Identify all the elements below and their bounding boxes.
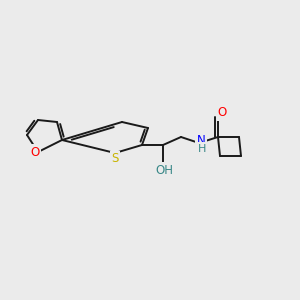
Text: OH: OH	[155, 164, 173, 176]
Text: S: S	[111, 152, 119, 166]
Text: O: O	[30, 146, 40, 158]
Text: O: O	[218, 106, 226, 119]
Text: N: N	[196, 134, 206, 146]
Text: H: H	[198, 144, 206, 154]
